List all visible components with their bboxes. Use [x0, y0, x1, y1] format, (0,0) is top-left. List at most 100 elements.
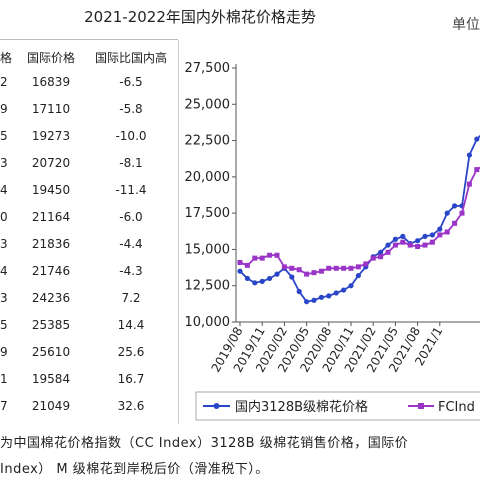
table-cell: 3: [0, 290, 8, 305]
data-point: [452, 220, 458, 226]
data-point: [348, 283, 354, 289]
table-cell: 5: [0, 128, 8, 143]
data-point: [259, 255, 265, 261]
data-point: [244, 262, 250, 268]
data-point: [311, 297, 317, 303]
y-tick-label: 22,500: [185, 134, 231, 149]
table-cell: 4: [0, 263, 8, 278]
table-cell: 19584: [31, 371, 71, 386]
table-cell: 19450: [31, 182, 71, 197]
legend-label-2: FCInd: [438, 400, 475, 415]
data-point: [474, 136, 480, 142]
data-point: [474, 167, 480, 173]
data-point: [370, 255, 376, 261]
data-point: [259, 278, 265, 284]
table-cell: 21836: [31, 236, 71, 251]
data-point: [407, 242, 413, 248]
table-cell: 25385: [31, 317, 71, 332]
y-tick-label: 20,000: [185, 170, 231, 185]
table-cell: 14.4: [117, 317, 145, 332]
unit-label: 单位: [452, 17, 480, 33]
table-row: 3 24236 7.2: [0, 284, 176, 311]
table-cell: 32.6: [117, 398, 145, 413]
data-point: [267, 252, 273, 258]
table-cell: 20720: [31, 155, 71, 170]
legend-marker-1: [213, 403, 220, 409]
data-point: [355, 272, 361, 279]
table-cell: 9: [0, 101, 8, 116]
data-point: [444, 210, 450, 216]
data-point: [459, 210, 465, 216]
data-point: [415, 238, 421, 244]
table-cell: 9: [0, 344, 8, 359]
table-cell: -6.0: [119, 209, 143, 224]
data-point: [304, 299, 310, 305]
table-header: 格: [0, 50, 13, 65]
table-header-row: 格 国际价格 国际比国内高: [0, 46, 176, 68]
table-cell: 1: [0, 371, 8, 386]
table-cell: 25610: [31, 344, 71, 359]
data-point: [274, 252, 280, 258]
y-tick-label: 10,000: [185, 315, 231, 330]
data-point: [267, 275, 273, 282]
chart-title: 2021-2022年国内外棉花价格走势: [84, 8, 316, 26]
data-point: [252, 280, 258, 286]
data-point: [289, 265, 295, 271]
data-point: [252, 255, 258, 261]
table-cell: 5: [0, 317, 8, 332]
table-cell: 7: [0, 398, 8, 413]
table-row: 5 19273 -10.0: [0, 122, 176, 149]
data-point: [378, 249, 384, 255]
data-point: [296, 267, 302, 273]
data-point: [326, 265, 332, 271]
table-cell: 2: [0, 74, 8, 89]
data-point: [378, 254, 384, 260]
table-cell: 3: [0, 155, 8, 170]
y-tick-label: 12,500: [185, 279, 231, 294]
y-tick-label: 15,000: [185, 242, 231, 257]
table-cell: 19273: [31, 128, 71, 143]
data-point: [429, 232, 435, 238]
table-cell: -4.3: [119, 263, 143, 278]
y-tick-label: 25,000: [185, 97, 231, 112]
data-point: [385, 242, 391, 248]
footnote-line-2: Index） M 级棉花到岸税后价（滑准税下）。: [0, 462, 269, 477]
table-cell: 16.7: [117, 371, 145, 386]
table-cell: 0: [0, 209, 8, 224]
table-cell: 7.2: [121, 290, 141, 305]
data-point: [311, 270, 317, 276]
table-header: 国际价格: [26, 50, 75, 65]
table-divider: [178, 40, 179, 424]
table-cell: -8.1: [119, 155, 143, 170]
data-point: [466, 181, 472, 187]
data-point: [422, 233, 428, 239]
footnote-line-1: 为中国棉花价格指数（CC Index）3128B 级棉花销售价格，国际价: [0, 436, 409, 451]
table-cell: -5.8: [119, 101, 143, 116]
table-row: 5 25385 14.4: [0, 311, 176, 338]
data-point: [466, 152, 472, 158]
data-point: [237, 268, 243, 274]
table-cell: -4.4: [119, 236, 143, 251]
table-row: 1 19584 16.7: [0, 365, 176, 392]
table-cell: 4: [0, 182, 8, 197]
data-point: [333, 265, 339, 271]
table-row: 3 20720 -8.1: [0, 149, 176, 176]
y-tick-label: 17,500: [185, 206, 231, 221]
table-cell: 24236: [31, 290, 71, 305]
data-point: [400, 233, 406, 239]
data-point: [452, 203, 458, 209]
table-cell: -10.0: [115, 128, 147, 143]
data-point: [341, 265, 347, 271]
table-row: 4 21746 -4.3: [0, 257, 176, 284]
data-point: [318, 268, 324, 274]
table-cell: 16839: [31, 74, 71, 89]
table-cell: 21746: [31, 263, 71, 278]
data-point: [281, 264, 287, 270]
table-top-rule: [0, 39, 178, 40]
series-line-2: [239, 166, 480, 276]
table-row: 4 19450 -11.4: [0, 176, 176, 203]
data-point: [392, 242, 398, 248]
table-cell: 25.6: [117, 344, 145, 359]
data-point: [422, 242, 428, 248]
series-line-1: [239, 134, 480, 303]
